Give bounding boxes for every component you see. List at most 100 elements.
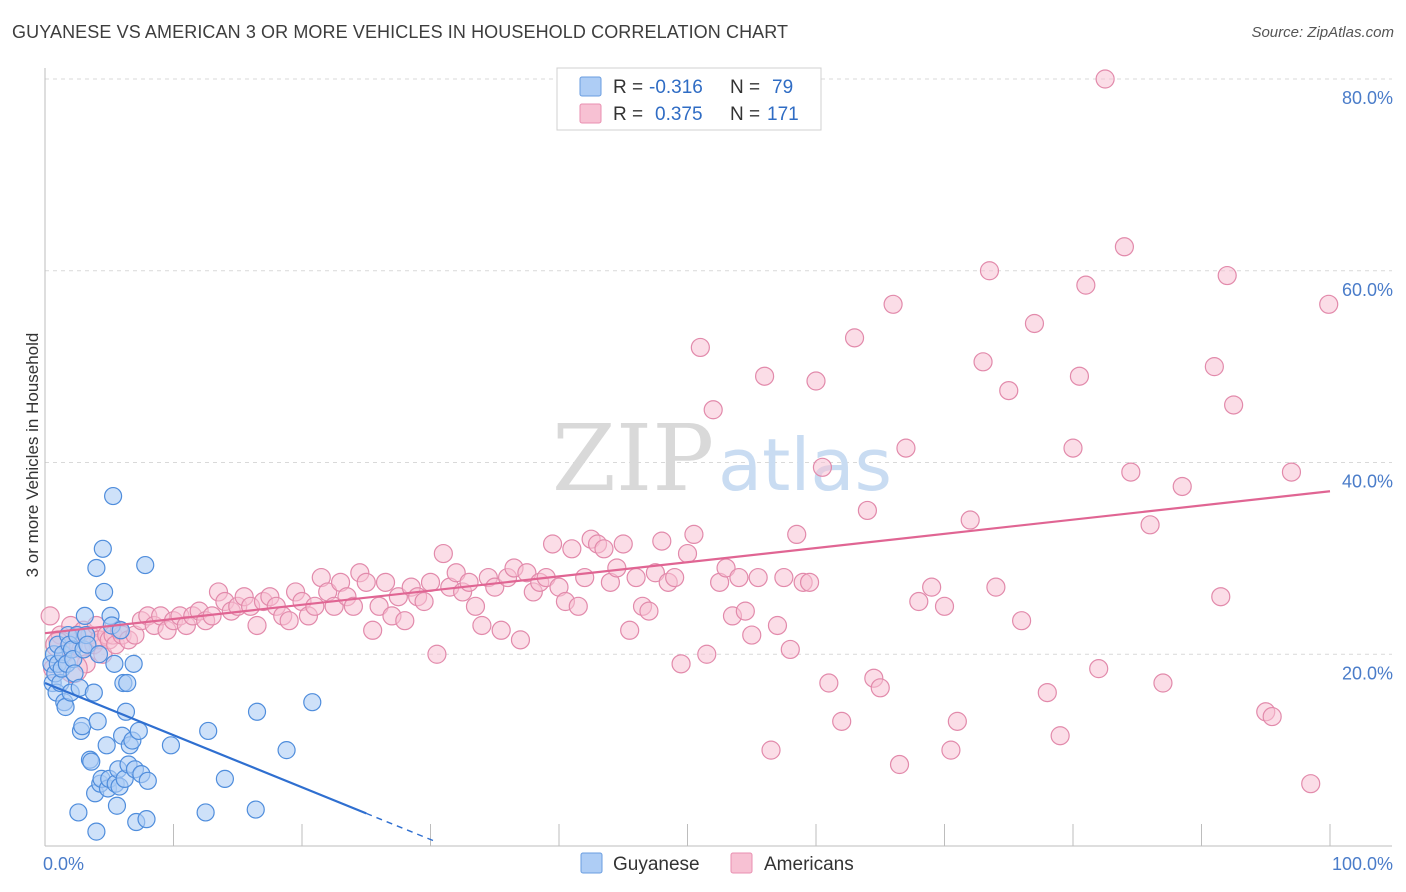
guyanese-point — [107, 796, 127, 815]
american-point — [388, 587, 408, 607]
bottom-legend-label-guyanese: Guyanese — [613, 854, 700, 875]
legend-r-label: R = — [613, 104, 643, 125]
guyanese-point — [93, 539, 112, 558]
chart-title: GUYANESE VS AMERICAN 3 OR MORE VEHICLES … — [12, 22, 789, 42]
american-point — [1011, 611, 1032, 631]
bottom-legend: Guyanese Americans — [580, 852, 854, 875]
american-point — [979, 261, 1000, 281]
x-tick-labels: 0.0% 100.0% — [43, 854, 1393, 874]
american-point — [652, 531, 672, 551]
watermark-atlas: atlas — [718, 423, 892, 507]
american-point — [1301, 774, 1321, 794]
american-point — [787, 524, 807, 545]
american-point — [491, 620, 511, 640]
american-point — [343, 596, 363, 616]
guyanese-point — [138, 771, 157, 790]
watermark-zip: ZIP — [552, 405, 714, 512]
american-point — [420, 572, 441, 592]
american-point — [1089, 659, 1109, 679]
guyanese-point — [196, 803, 215, 822]
american-point — [799, 572, 820, 592]
american-point — [819, 673, 839, 693]
guyanese-point — [161, 736, 181, 755]
american-point — [703, 400, 723, 420]
y-axis-label: 3 or more Vehicles in Household — [23, 333, 42, 578]
american-point — [896, 438, 916, 458]
american-point — [684, 524, 704, 545]
american-point — [1037, 682, 1057, 703]
american-point — [459, 572, 479, 592]
american-point — [832, 711, 852, 731]
legend-r-value-americans: 0.375 — [655, 104, 703, 125]
american-point — [1063, 438, 1083, 458]
guyanese-point — [95, 582, 114, 602]
american-point — [999, 380, 1019, 401]
american-point — [1140, 515, 1160, 535]
american-point — [517, 563, 537, 583]
guyanese-point — [105, 654, 124, 673]
guyanese-trend-line — [44, 681, 367, 815]
american-point — [645, 563, 665, 583]
american-point — [1262, 706, 1282, 727]
legend-n-value-americans: 171 — [767, 104, 799, 125]
guyanese-point — [104, 486, 123, 506]
legend-n-label: N = — [730, 77, 760, 98]
axes — [44, 68, 1392, 847]
y-tick-label: 80.0% — [1342, 88, 1393, 108]
americans-trend-line — [44, 490, 1331, 635]
american-point — [620, 620, 640, 640]
american-point — [947, 711, 967, 731]
american-point — [1224, 395, 1244, 415]
american-point — [472, 615, 492, 636]
american-point — [677, 543, 698, 564]
american-point — [363, 620, 383, 640]
american-point — [465, 596, 486, 616]
guyanese-point — [87, 822, 106, 841]
trend-lines — [44, 490, 1331, 843]
american-point — [934, 596, 955, 616]
american-point — [40, 606, 60, 626]
watermark: ZIP atlas — [552, 405, 892, 512]
american-point — [542, 534, 563, 554]
american-point — [735, 601, 755, 621]
american-point — [812, 457, 833, 477]
guyanese-point — [118, 673, 137, 693]
american-point — [613, 534, 633, 554]
guyanese-point — [88, 712, 107, 731]
american-point — [960, 510, 980, 530]
guyanese-point — [277, 741, 296, 760]
legend-n-label: N = — [730, 104, 760, 125]
american-point — [639, 601, 659, 621]
american-point — [1153, 673, 1173, 693]
american-point — [279, 611, 299, 631]
guyanese-point — [75, 606, 94, 626]
guyanese-point — [137, 810, 156, 829]
american-point — [909, 591, 929, 612]
american-point — [922, 577, 942, 597]
american-point — [1204, 357, 1224, 377]
american-point — [626, 567, 646, 588]
american-point — [742, 625, 762, 645]
american-point — [575, 567, 595, 588]
american-point — [697, 644, 717, 664]
american-point — [395, 611, 415, 631]
american-point — [690, 337, 710, 358]
american-point — [1172, 476, 1192, 497]
x-tick-label-max: 100.0% — [1332, 854, 1393, 874]
guyanese-trend-extension — [365, 812, 438, 843]
american-point — [1319, 294, 1339, 314]
legend-n-value-guyanese: 79 — [772, 77, 793, 98]
american-point — [889, 754, 910, 775]
guyanese-point — [73, 717, 92, 736]
american-point — [729, 567, 749, 588]
american-point — [446, 563, 466, 583]
guyanese-point — [89, 645, 109, 664]
american-point — [568, 596, 588, 616]
bottom-legend-swatch-guyanese — [580, 852, 603, 874]
guyanese-point — [303, 693, 322, 712]
legend-swatch-guyanese — [579, 76, 602, 97]
american-point — [594, 539, 614, 559]
bottom-legend-label-americans: Americans — [764, 854, 854, 875]
guyanese-point — [87, 558, 106, 578]
